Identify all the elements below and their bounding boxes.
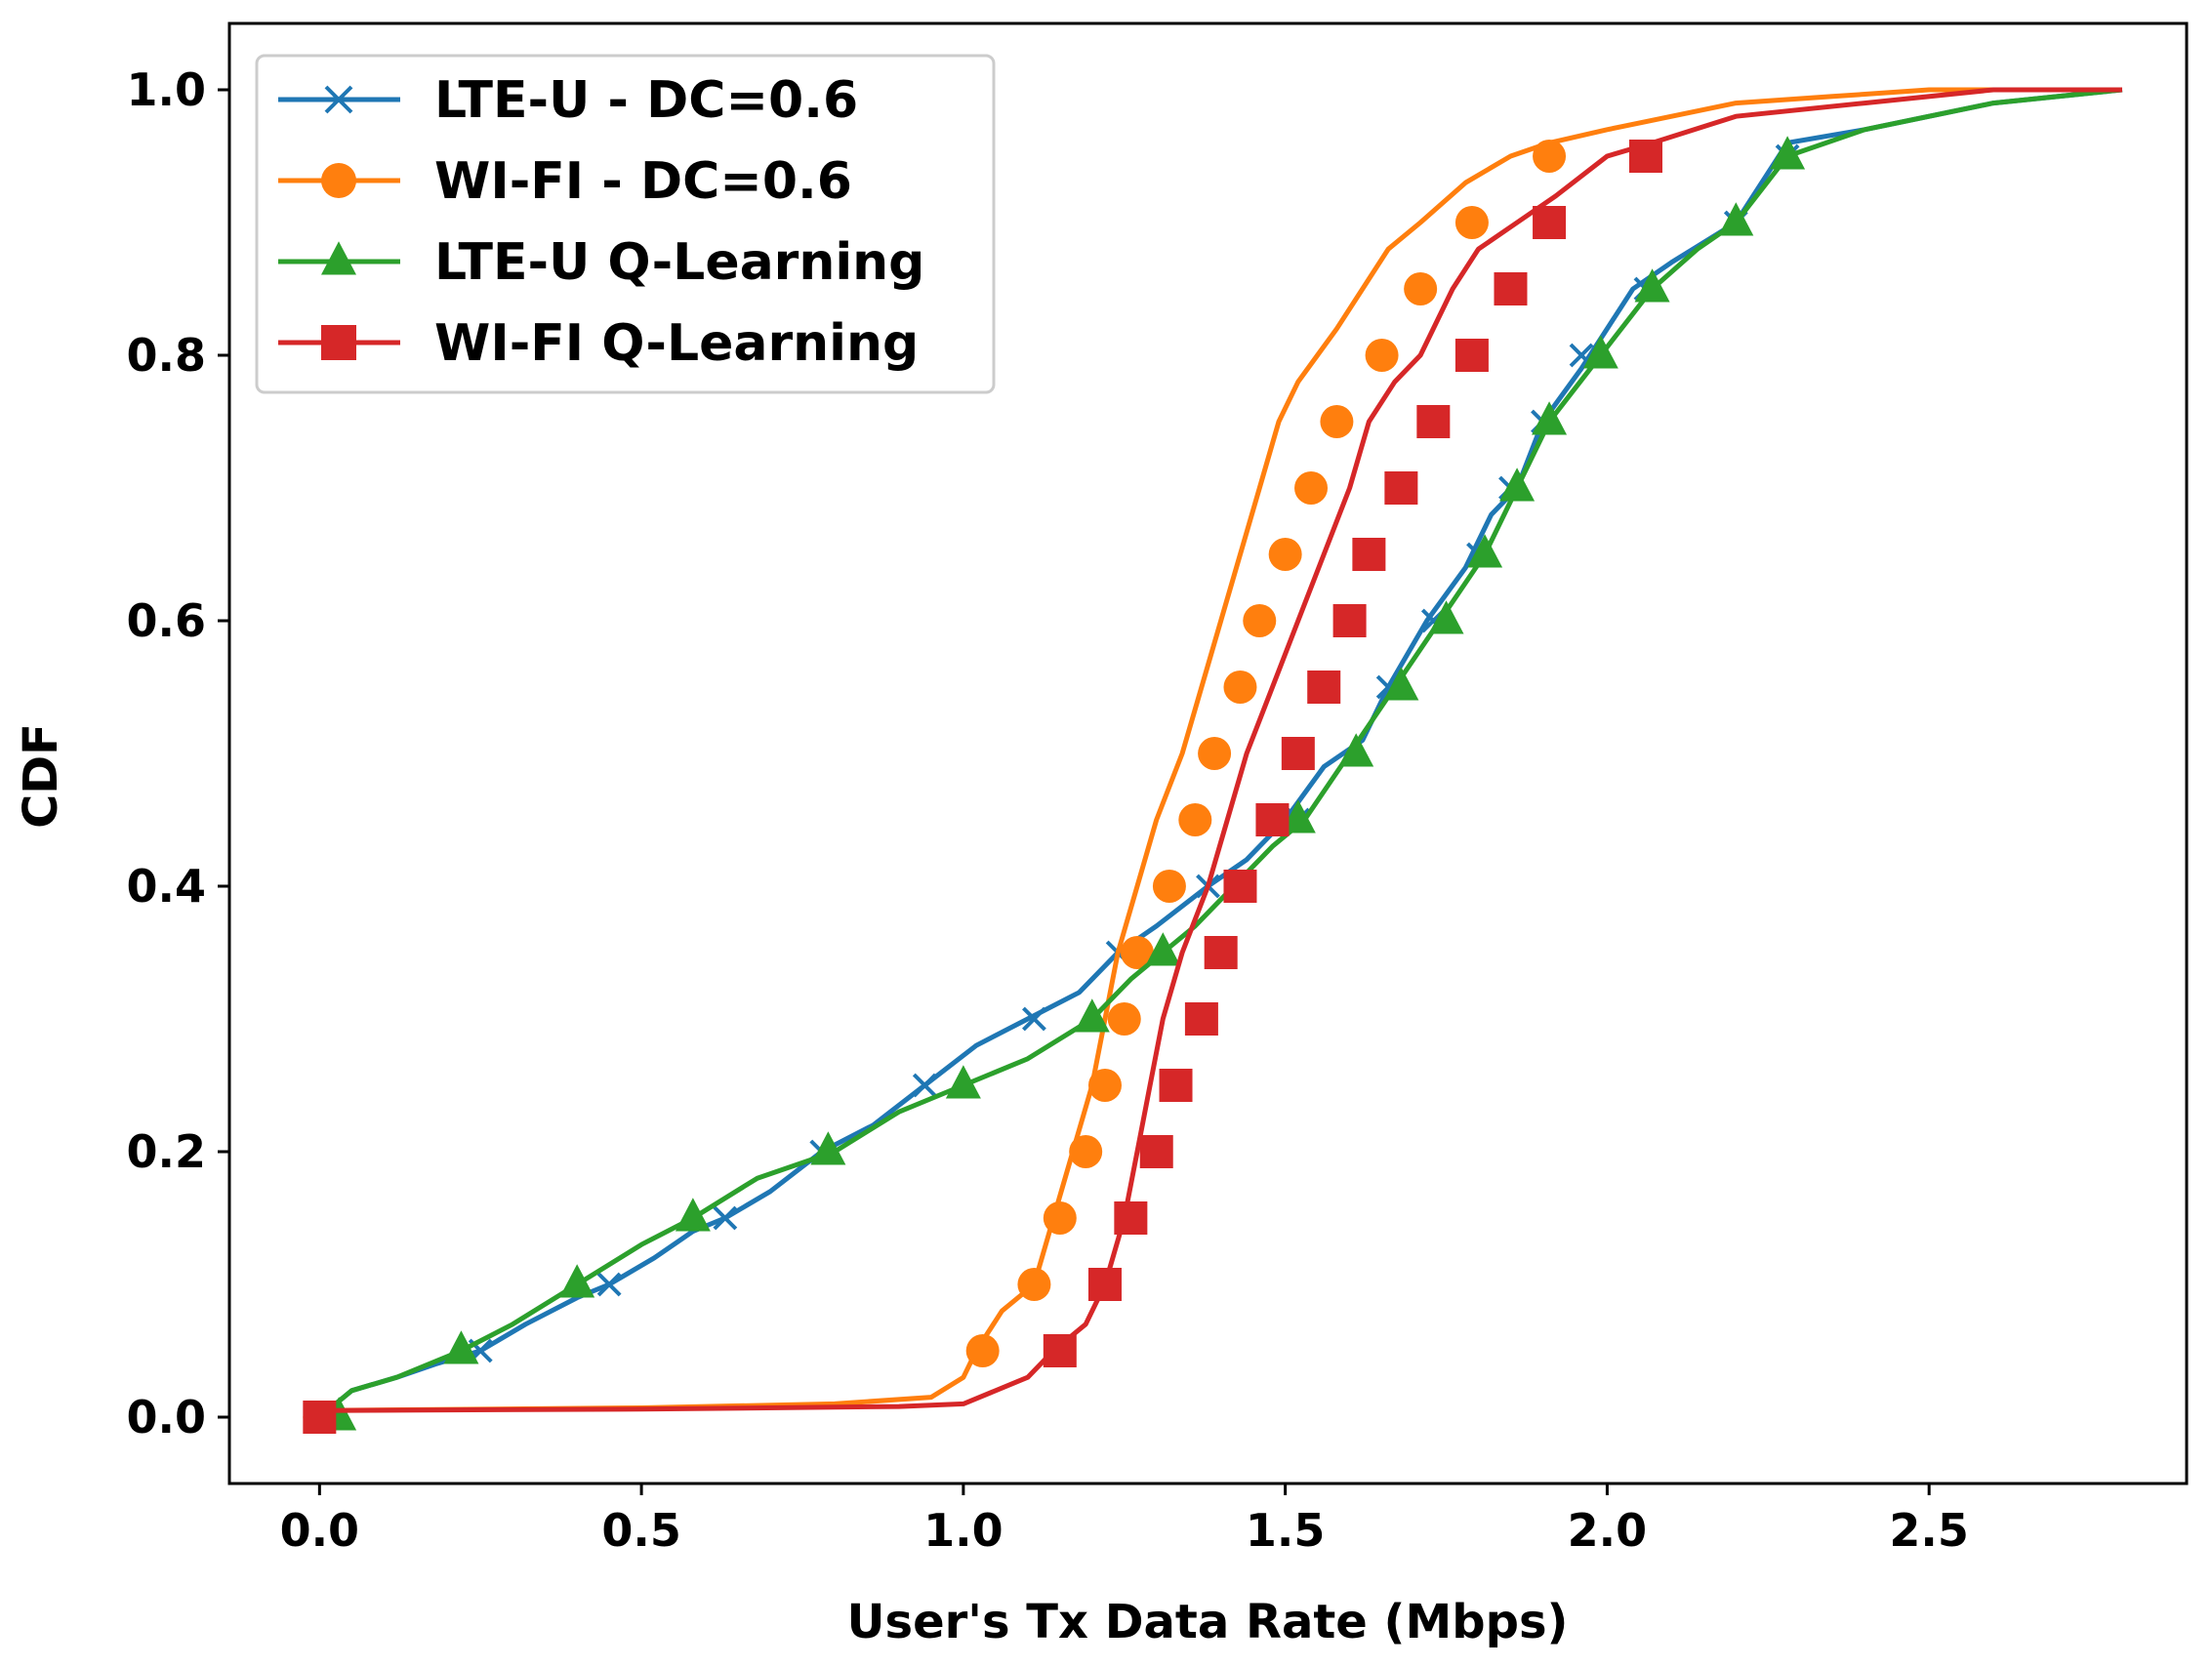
data-point (596, 1272, 622, 1297)
x-tick-label: 0.5 (601, 1504, 681, 1557)
y-tick-label: 0.0 (127, 1391, 207, 1443)
data-point (1184, 1002, 1218, 1036)
series-line (319, 87, 1994, 1413)
x-tick-label: 1.5 (1246, 1504, 1326, 1557)
data-point (1718, 202, 1754, 236)
data-point (1022, 1006, 1046, 1032)
legend-label: WI-FI - DC=0.6 (434, 152, 852, 211)
y-tick-label: 1.0 (127, 63, 207, 116)
data-point (1043, 1334, 1077, 1367)
data-point (1017, 1268, 1051, 1301)
data-point (1428, 600, 1464, 634)
series-line (319, 87, 2122, 1413)
legend-marker (321, 163, 356, 198)
legend-box (255, 54, 996, 394)
data-point (1087, 1069, 1122, 1102)
legend: LTE-U - DC=0.6 WI-FI - DC=0.6 LTE-U Q-Lear… (255, 54, 996, 394)
data-point (1152, 870, 1186, 903)
data-point (1198, 737, 1232, 770)
series-layer (303, 87, 2123, 1434)
data-point (810, 1131, 846, 1165)
data-point (303, 1401, 337, 1434)
data-point (1533, 140, 1567, 173)
x-tick-label: 0.0 (280, 1504, 360, 1557)
x-axis: 0.0 0.5 1.0 1.5 2.0 2.5 (280, 1484, 1969, 1557)
data-point (1281, 737, 1315, 770)
data-point (1352, 538, 1386, 571)
data-point (1280, 799, 1316, 834)
data-point (965, 1334, 1000, 1367)
series-2 (303, 87, 1994, 1434)
data-point (1114, 1201, 1148, 1235)
data-point (1139, 1135, 1173, 1168)
data-point (1320, 405, 1354, 438)
data-point (1243, 604, 1277, 637)
x-tick-label: 2.5 (1889, 1504, 1969, 1557)
data-point (1204, 936, 1238, 969)
data-point (1494, 272, 1528, 305)
data-point (1384, 471, 1418, 505)
data-point (1383, 667, 1419, 701)
data-point (912, 1073, 937, 1098)
data-point (1532, 401, 1568, 435)
data-point (1145, 932, 1181, 966)
data-point (1634, 268, 1670, 303)
data-point (1120, 936, 1154, 969)
y-tick-label: 0.8 (127, 329, 207, 382)
data-point (559, 1264, 595, 1298)
data-point (1087, 1268, 1122, 1301)
data-point (1454, 206, 1489, 239)
y-tick-label: 0.2 (127, 1125, 207, 1178)
data-point (1582, 335, 1618, 369)
data-point (1223, 671, 1257, 704)
x-tick-label: 1.0 (923, 1504, 1004, 1557)
data-point (1255, 803, 1290, 836)
data-point (1332, 604, 1367, 637)
data-point (1338, 733, 1374, 767)
legend-marker (321, 241, 356, 275)
y-axis-label: CDF (14, 723, 68, 829)
data-point (675, 1198, 711, 1232)
series-3 (317, 87, 2123, 1431)
data-point (1268, 538, 1302, 571)
data-point (1043, 1201, 1077, 1235)
data-point (1467, 534, 1503, 568)
data-point (1628, 140, 1662, 173)
y-tick-label: 0.6 (127, 594, 207, 647)
data-point (945, 1065, 981, 1099)
x-tick-label: 2.0 (1568, 1504, 1648, 1557)
data-point (1404, 272, 1438, 305)
legend-label: LTE-U - DC=0.6 (434, 71, 858, 130)
data-point (1454, 339, 1489, 372)
series-4 (303, 87, 2122, 1434)
data-point (1223, 870, 1257, 903)
data-point (1499, 468, 1536, 502)
data-point (1159, 1069, 1193, 1102)
data-point (1365, 339, 1399, 372)
legend-label: WI-FI Q-Learning (434, 314, 919, 373)
x-axis-label: User's Tx Data Rate (Mbps) (847, 1595, 1569, 1649)
legend-marker (324, 85, 353, 114)
y-axis: 0.0 0.2 0.4 0.6 0.8 1.0 (127, 63, 229, 1443)
legend-label: LTE-U Q-Learning (434, 233, 924, 292)
data-point (1069, 1135, 1103, 1168)
data-point (1307, 671, 1341, 704)
legend-marker (321, 325, 356, 360)
data-point (1533, 206, 1567, 239)
data-point (1074, 998, 1110, 1033)
data-point (1294, 471, 1329, 505)
series-line (317, 87, 2123, 1419)
data-point (1178, 803, 1212, 836)
data-point (443, 1330, 479, 1364)
data-point (713, 1205, 738, 1231)
data-point (1107, 1002, 1141, 1036)
y-tick-label: 0.4 (127, 860, 207, 913)
data-point (1770, 136, 1806, 170)
data-point (1416, 405, 1451, 438)
